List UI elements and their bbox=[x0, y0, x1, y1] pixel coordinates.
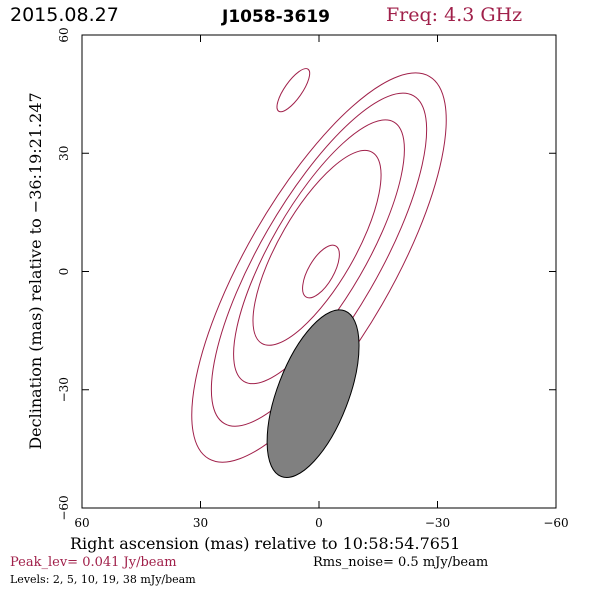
contour-level-38 bbox=[302, 244, 340, 299]
contour-level-10 bbox=[233, 119, 405, 385]
x-tick-label: −30 bbox=[425, 516, 450, 530]
x-tick-label: −60 bbox=[543, 516, 568, 530]
y-axis-label: Declination (mas) relative to −36:19:21.… bbox=[26, 92, 45, 449]
observation-date: 2015.08.27 bbox=[10, 4, 119, 26]
contour-level-19 bbox=[252, 149, 382, 346]
y-tick-label: 0 bbox=[57, 268, 71, 276]
x-tick-label: 60 bbox=[74, 516, 89, 530]
beam-group bbox=[266, 309, 360, 478]
peak-level: Peak_lev= 0.041 Jy/beam bbox=[10, 555, 177, 570]
y-tick-label: −30 bbox=[57, 377, 71, 402]
y-tick-labels: −60 −30 0 30 60 bbox=[57, 27, 71, 520]
contour-level-2 bbox=[191, 72, 447, 463]
x-tick-label: 30 bbox=[193, 516, 208, 530]
axis-ticks bbox=[81, 34, 557, 509]
y-tick-label: −60 bbox=[57, 495, 71, 520]
x-tick-labels: 60 30 0 −30 −60 bbox=[74, 516, 568, 530]
contour-level-5 bbox=[210, 92, 428, 427]
beam-ellipse bbox=[266, 309, 360, 478]
contour-levels: Levels: 2, 5, 10, 19, 38 mJy/beam bbox=[10, 573, 196, 586]
contour-set bbox=[191, 68, 447, 463]
source-name: J1058-3619 bbox=[221, 7, 330, 27]
contour-component-north bbox=[276, 68, 311, 113]
y-tick-label: 60 bbox=[57, 27, 71, 42]
x-axis-label: Right ascension (mas) relative to 10:58:… bbox=[70, 534, 460, 553]
y-tick-label: 30 bbox=[57, 146, 71, 161]
rms-noise: Rms_noise= 0.5 mJy/beam bbox=[313, 555, 488, 570]
x-tick-label: 0 bbox=[315, 516, 323, 530]
frequency-label: Freq: 4.3 GHz bbox=[386, 4, 522, 26]
